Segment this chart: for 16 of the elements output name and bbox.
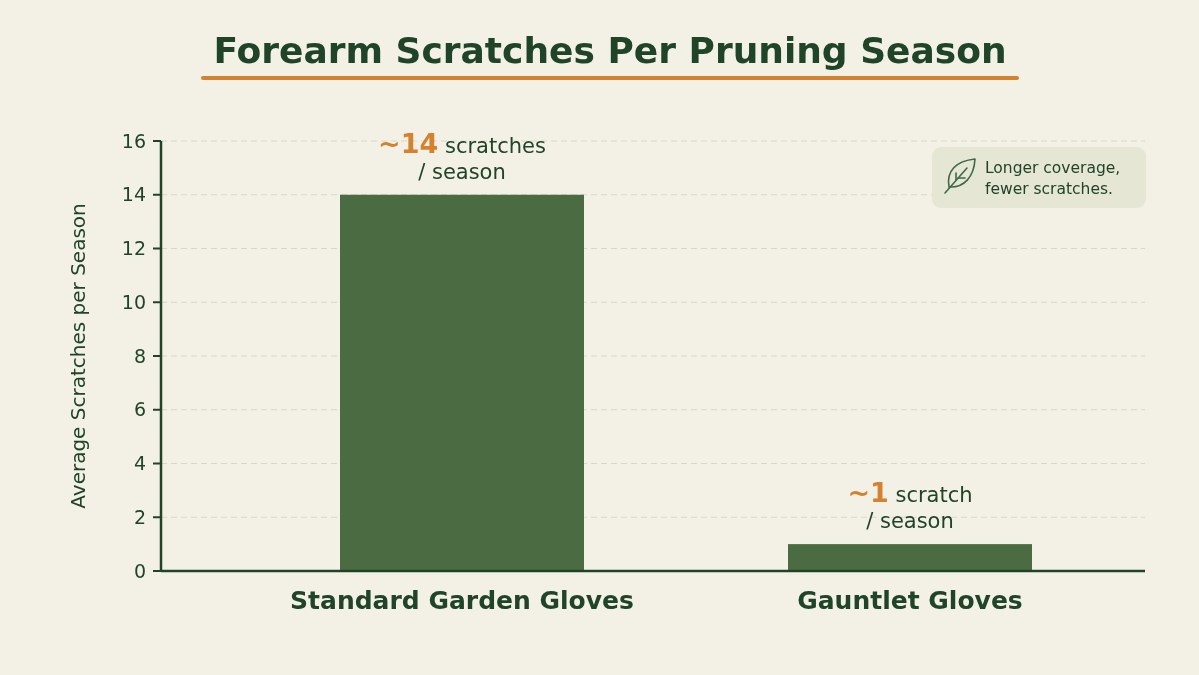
y-axis-title: Average Scratches per Season bbox=[66, 203, 90, 509]
data-label: ~14 scratches / season bbox=[378, 127, 546, 184]
y-tick-label: 16 bbox=[121, 129, 146, 152]
y-tick-label: 14 bbox=[121, 183, 146, 206]
x-tick-label: Gauntlet Gloves bbox=[797, 586, 1023, 615]
y-tick-label: 0 bbox=[133, 559, 146, 582]
y-tick-label: 2 bbox=[133, 505, 146, 528]
y-tick-label: 4 bbox=[133, 452, 146, 475]
annotation: Longer coverage, fewer scratches. bbox=[985, 159, 1121, 198]
y-tick-label: 8 bbox=[133, 344, 146, 367]
x-tick-label: Standard Garden Gloves bbox=[290, 586, 634, 615]
y-tick-label: 12 bbox=[121, 237, 146, 260]
y-tick-label: 10 bbox=[121, 290, 146, 313]
y-tick-label: 6 bbox=[133, 398, 146, 421]
chart-title: Forearm Scratches Per Pruning Season bbox=[213, 30, 1007, 71]
data-label: ~1 scratch / season bbox=[847, 477, 973, 534]
